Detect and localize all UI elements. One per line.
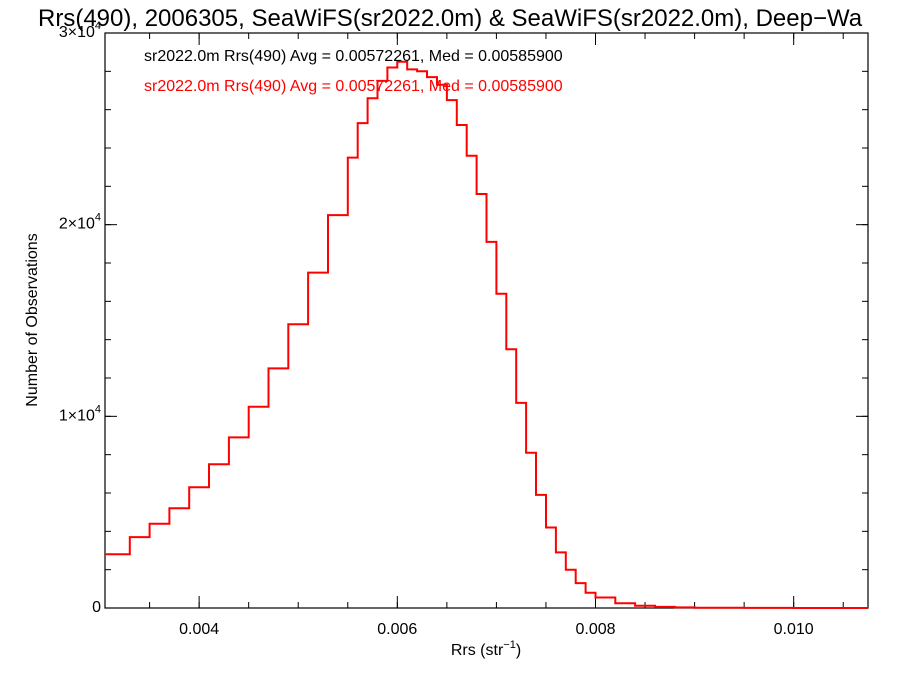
y-tick-label: 1×104 [59, 403, 101, 424]
axis-ticks: 0.004 0.006 0.008 0.010 0 1×104 2×104 3×104 [59, 20, 868, 638]
legend-annotations: sr2022.0m Rrs(490) Avg = 0.00572261, Med… [144, 48, 563, 95]
x-axis-label: Rrs (str−1) [451, 639, 521, 659]
x-tick-label: 0.004 [179, 621, 219, 638]
y-tick-label: 2×104 [59, 212, 101, 233]
series-group [105, 60, 868, 609]
plot-frame [104, 32, 869, 609]
annotation-black: sr2022.0m Rrs(490) Avg = 0.00572261, Med… [144, 48, 563, 65]
chart-title: Rrs(490), 2006305, SeaWiFS(sr2022.0m) & … [38, 5, 863, 32]
series-line [105, 60, 868, 609]
y-tick-label: 3×104 [59, 20, 101, 41]
annotation-red: sr2022.0m Rrs(490) Avg = 0.00572261, Med… [144, 78, 563, 95]
x-tick-label: 0.006 [377, 621, 417, 638]
plot-area: 0.004 0.006 0.008 0.010 0 1×104 2×104 3×104 [59, 20, 869, 638]
x-tick-label: 0.008 [575, 621, 615, 638]
y-axis-label: Number of Observations [24, 233, 41, 406]
x-tick-label: 0.010 [774, 621, 814, 638]
y-tick-label: 0 [92, 599, 101, 616]
